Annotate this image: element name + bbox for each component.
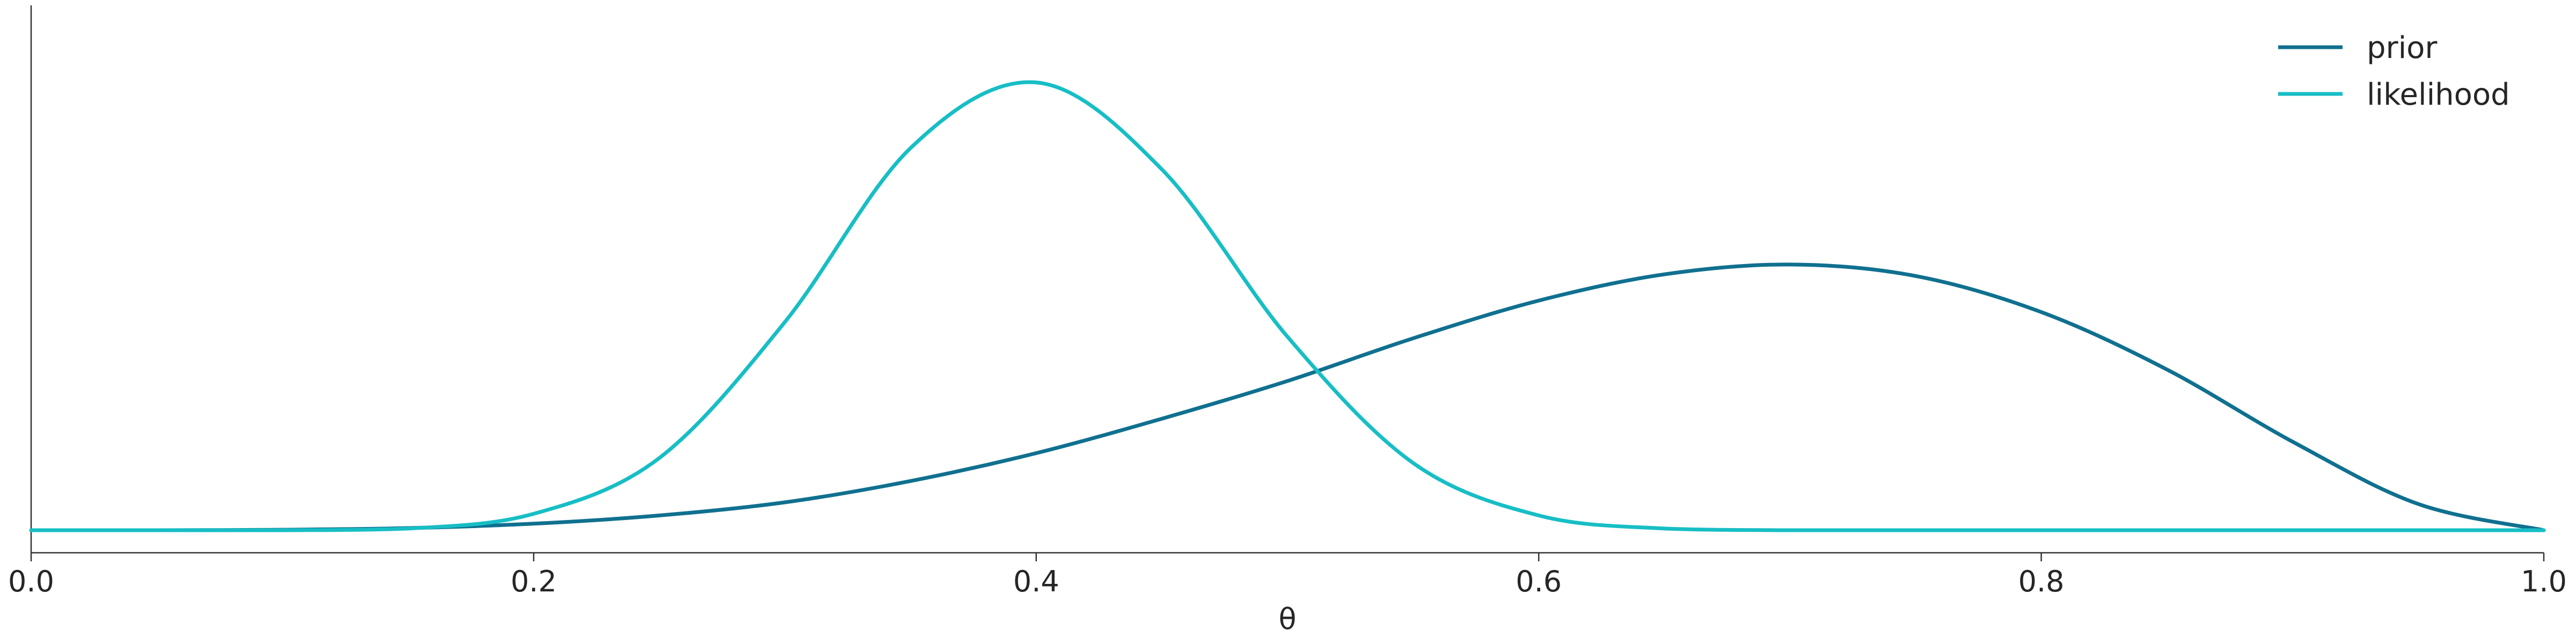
series-line-likelihood — [29, 80, 2546, 532]
series-line-prior — [29, 262, 2546, 532]
legend-entries: prior likelihood — [2278, 31, 2510, 112]
legend: prior likelihood — [2278, 31, 2510, 112]
x-ticks: 0.0 0.2 0.4 0.6 0.8 1.0 — [8, 553, 2567, 598]
x-axis-label: θ — [1278, 602, 1296, 636]
x-tick-label: 0.6 — [1516, 565, 1562, 598]
x-tick-label: 0.8 — [2018, 565, 2065, 598]
x-tick-label: 1.0 — [2521, 565, 2567, 598]
x-tick-label: 0.4 — [1013, 565, 1059, 598]
legend-label-prior: prior — [2367, 31, 2438, 65]
series-lines — [29, 80, 2546, 532]
legend-label-likelihood: likelihood — [2367, 77, 2510, 112]
plot-area: 0.0 0.2 0.4 0.6 0.8 1.0 θ — [8, 5, 2567, 636]
x-tick-label: 0.2 — [510, 565, 557, 598]
x-tick-label: 0.0 — [8, 565, 54, 598]
